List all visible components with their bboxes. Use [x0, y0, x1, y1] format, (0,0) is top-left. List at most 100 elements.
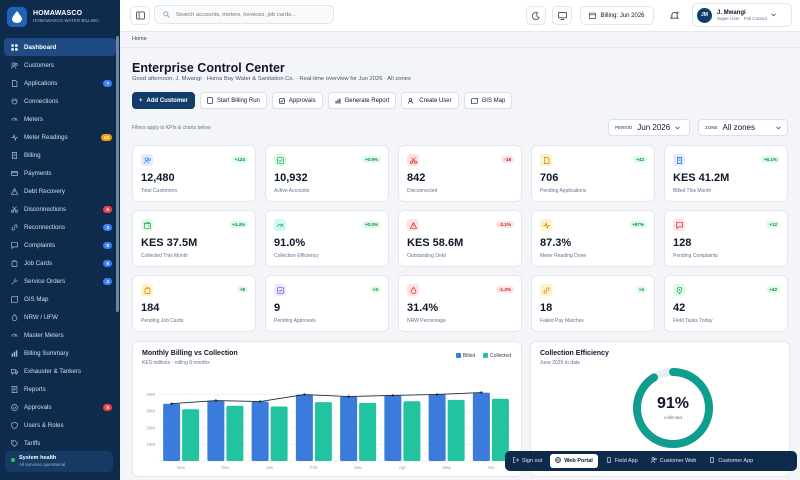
kpi-card-collection-efficiency[interactable]: +0.0% 91.0% Collection Efficiency — [265, 210, 389, 267]
kpi-card-pending-approvals[interactable]: +3 9 Pending Approvals — [265, 275, 389, 332]
sidebar-item-billing[interactable]: Billing — [0, 146, 120, 164]
sidebar-item-job-cards[interactable]: Job Cards 6 — [0, 254, 120, 272]
sidebar-item-dashboard[interactable]: Dashboard — [4, 38, 116, 56]
sidebar-item-disconnections[interactable]: Disconnections 6 — [0, 200, 120, 218]
bar-billed-jan — [251, 401, 269, 461]
sidebar-item-complaints[interactable]: Complaints 8 — [0, 236, 120, 254]
check-square-icon — [278, 97, 285, 104]
brand[interactable]: HOMAWASCO HOMAWASCO WATER BILLING — [0, 0, 120, 32]
kpi-value: KES 58.6M — [407, 237, 464, 249]
generate-report-button[interactable]: Generate Report — [327, 92, 397, 109]
sidebar-item-label: Tariffs — [24, 439, 41, 447]
system-health: System health All services operational — [5, 451, 113, 472]
kpi-card-field-tasks-today[interactable]: +42 42 Field Tasks Today — [664, 275, 788, 332]
sidebar-item-customers[interactable]: Customers — [0, 56, 120, 74]
kpi-card-collected-this-month[interactable]: +4.4% KES 37.5M Collected This Month — [132, 210, 256, 267]
topbar: Billing: Jun 2026 JM J. Mwangi Super Use… — [120, 0, 800, 32]
tool-icon — [11, 277, 18, 285]
kpi-delta: +8 — [236, 286, 248, 293]
scissors-icon — [11, 205, 18, 213]
clipboard-icon — [11, 259, 18, 267]
phone-icon — [709, 457, 715, 465]
sidebar-item-nrw-ufw[interactable]: NRW / UFW — [0, 308, 120, 326]
sidebar-item-meter-readings[interactable]: Meter Readings 52 — [0, 128, 120, 146]
sidebar-item-service-orders[interactable]: Service Orders 4 — [0, 272, 120, 290]
create-user-button[interactable]: Create User — [401, 92, 459, 109]
sidebar-item-debt-recovery[interactable]: Debt Recovery — [0, 182, 120, 200]
logout-icon — [513, 457, 519, 465]
search-input[interactable] — [176, 11, 326, 18]
bar-collected-jun — [491, 398, 509, 461]
sidebar-item-users-roles[interactable]: Users & Roles — [0, 416, 120, 434]
sidebar-item-billing-summary[interactable]: Billing Summary — [0, 344, 120, 362]
billing-period-button[interactable]: Billing: Jun 2026 — [580, 6, 654, 25]
kpi-delta: -3.1% — [495, 221, 514, 228]
kpi-card-disconnected[interactable]: -18 842 Disconnected — [398, 145, 522, 202]
sidebar: HOMAWASCO HOMAWASCO WATER BILLING Dashbo… — [0, 0, 120, 480]
tag-icon — [11, 439, 19, 447]
portal-customer-app-button[interactable]: Customer App — [704, 454, 758, 468]
gis-map-button[interactable]: GIS Map — [463, 92, 513, 109]
display-button[interactable] — [552, 6, 572, 25]
kpi-card-active-accounts[interactable]: +0.9% 10,932 Active Accounts — [265, 145, 389, 202]
notifications-button[interactable] — [664, 6, 684, 25]
add-customer-button[interactable]: + Add Customer — [132, 92, 195, 109]
billed-trend-point — [258, 400, 262, 403]
kpi-card-meter-reading-done[interactable]: +87% 87.3% Meter Reading Done — [531, 210, 655, 267]
wallet-icon — [141, 219, 153, 231]
portal-sign-out-button[interactable]: Sign out — [508, 454, 547, 468]
kpi-card-pending-complaints[interactable]: +12 128 Pending Complaints — [664, 210, 788, 267]
sidebar-item-reconnections[interactable]: Reconnections 3 — [0, 218, 120, 236]
kpi-card-pending-applications[interactable]: +42 706 Pending Applications — [531, 145, 655, 202]
sidebar-item-reports[interactable]: Reports — [0, 380, 120, 398]
x-tick-label: Jun — [487, 465, 495, 470]
breadcrumb[interactable]: Home — [132, 36, 147, 42]
approvals-button[interactable]: Approvals — [271, 92, 323, 109]
sidebar-item-label: Applications — [24, 79, 58, 87]
theme-toggle-button[interactable] — [526, 6, 546, 25]
avatar: JM — [697, 7, 712, 23]
sidebar-item-meters[interactable]: Meters — [0, 110, 120, 128]
sidebar-item-exhauster-tankers[interactable]: Exhauster & Tankers — [0, 362, 120, 380]
sidebar-item-applications[interactable]: Applications 7 — [0, 74, 120, 92]
portal-web-portal-button[interactable]: Web Portal — [550, 454, 598, 468]
sidebar-item-label: NRW / UFW — [24, 313, 58, 321]
kpi-card-nrw-percentage[interactable]: -1.2% 31.4% NRW Percentage — [398, 275, 522, 332]
kpi-value: 42 — [673, 302, 686, 314]
start-billing-run-button[interactable]: Start Billing Run — [199, 92, 267, 109]
bar-collected-feb — [314, 402, 332, 461]
portal-label: Customer Web — [659, 458, 697, 464]
sidebar-item-approvals[interactable]: Approvals 9 — [0, 398, 120, 416]
kpi-card-outstanding-debt[interactable]: -3.1% KES 58.6M Outstanding Debt — [398, 210, 522, 267]
kpi-card-failed-pay-matches[interactable]: +4 18 Failed Pay Matches — [531, 275, 655, 332]
sidebar-item-connections[interactable]: Connections — [0, 92, 120, 110]
period-select[interactable]: PERIOD Jun 2026 — [608, 119, 690, 136]
kpi-card-pending-job-cards[interactable]: +8 184 Pending Job Cards — [132, 275, 256, 332]
receipt-icon — [673, 154, 685, 166]
kpi-card-total-customers[interactable]: +124 12,480 Total Customers — [132, 145, 256, 202]
user-menu[interactable]: JM J. Mwangi Super User · Full Control — [692, 3, 792, 27]
sidebar-item-payments[interactable]: Payments — [0, 164, 120, 182]
sidebar-item-label: Payments — [24, 169, 52, 177]
sidebar-item-label: Exhauster & Tankers — [24, 367, 81, 375]
efficiency-subtitle: June 2026 to date — [540, 360, 581, 366]
kpi-card-billed-this-month[interactable]: +6.1% KES 41.2M Billed This Month — [664, 145, 788, 202]
sidebar-item-tariffs[interactable]: Tariffs — [0, 434, 120, 452]
sidebar-item-gis-map[interactable]: GIS Map — [0, 290, 120, 308]
gauge-icon — [11, 116, 18, 123]
kpi-delta: +42 — [633, 156, 647, 163]
portal-customer-web-button[interactable]: Customer Web — [646, 454, 702, 468]
bar-billed-mar — [340, 396, 358, 461]
kpi-label: Total Customers — [141, 188, 178, 194]
x-tick-label: Apr — [399, 465, 407, 470]
search-bar[interactable] — [154, 5, 334, 24]
zone-select[interactable]: ZONE All zones — [698, 119, 788, 136]
chart-icon — [11, 349, 18, 357]
divider — [120, 47, 800, 48]
sidebar-toggle-button[interactable] — [130, 6, 150, 25]
sidebar-item-master-meters[interactable]: Master Meters — [0, 326, 120, 344]
plus-icon: + — [139, 97, 143, 104]
sidebar-scrollbar[interactable] — [116, 36, 119, 312]
portal-field-app-button[interactable]: Field App — [601, 454, 643, 468]
sidebar-toggle-icon — [135, 11, 145, 20]
